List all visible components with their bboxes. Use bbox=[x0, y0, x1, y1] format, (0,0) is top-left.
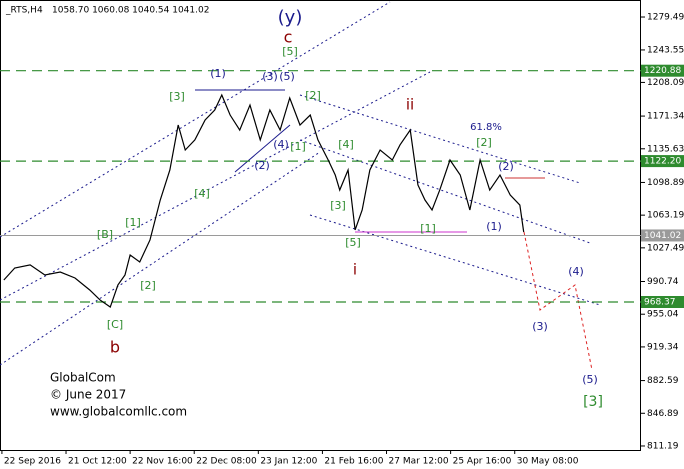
channel-lines bbox=[0, 1, 601, 366]
x-tick-label: 21 Oct 12:00 bbox=[68, 457, 127, 467]
y-tick-label: 1279.49 bbox=[647, 13, 684, 23]
credit: GlobalCom bbox=[50, 371, 116, 385]
y-tick-label: 882.59 bbox=[647, 376, 679, 386]
wave-label: [1] bbox=[290, 140, 306, 153]
level-tag bbox=[641, 64, 684, 77]
x-tick-label: 25 Apr 16:00 bbox=[453, 457, 512, 467]
y-tick-label: 955.04 bbox=[647, 310, 679, 320]
wave-label: (4) bbox=[273, 138, 289, 151]
credit: www.globalcomllc.com bbox=[50, 405, 187, 419]
wave-label: (3) bbox=[532, 320, 548, 333]
x-tick-label: 22 Dec 08:00 bbox=[196, 457, 257, 467]
wave-label: [1] bbox=[420, 222, 436, 235]
y-tick-label: 1063.19 bbox=[647, 211, 684, 221]
wave-label: ii bbox=[406, 96, 414, 114]
x-tick-label: 27 Mar 12:00 bbox=[389, 457, 449, 467]
level-tag bbox=[641, 296, 684, 309]
y-tick-label: 846.89 bbox=[647, 409, 679, 419]
wave-label: (2) bbox=[254, 159, 270, 172]
x-tick-label: 30 May 08:00 bbox=[517, 457, 579, 467]
wave-label: i bbox=[353, 261, 357, 279]
wave-label: [C] bbox=[107, 318, 123, 331]
y-tick-label: 1098.89 bbox=[647, 178, 684, 188]
x-tick-label: 21 Feb 16:00 bbox=[324, 457, 383, 467]
wave-label: c bbox=[284, 28, 293, 47]
y-tick-label: 1208.09 bbox=[647, 78, 684, 88]
wave-label: [2] bbox=[476, 136, 492, 149]
wave-label: (3) bbox=[262, 70, 278, 83]
y-tick-label: 1027.49 bbox=[647, 243, 684, 253]
price-line bbox=[3, 93, 525, 308]
plot-frame bbox=[0, 0, 641, 451]
wave-label: [5] bbox=[345, 236, 361, 249]
wave-label: (4) bbox=[568, 265, 584, 278]
wave-label: [B] bbox=[97, 228, 113, 241]
wave-label: [2] bbox=[305, 89, 321, 102]
wave-label: (5) bbox=[582, 373, 598, 386]
y-tick-label: 919.34 bbox=[647, 342, 679, 352]
wave-label: [4] bbox=[194, 187, 210, 200]
y-tick-label: 990.74 bbox=[647, 277, 679, 287]
wave-label: [3] bbox=[583, 394, 603, 410]
wave-label: (y) bbox=[278, 7, 303, 28]
wave-label: [2] bbox=[140, 279, 156, 292]
wave-label: 61.8% bbox=[470, 122, 502, 133]
wave-label: (1) bbox=[486, 220, 502, 233]
x-tick-label: 22 Sep 2016 bbox=[4, 457, 61, 467]
level-tag bbox=[641, 229, 684, 242]
credit: © June 2017 bbox=[50, 388, 126, 402]
level-label: 1220.88 bbox=[644, 66, 681, 76]
x-tick-label: 22 Nov 16:00 bbox=[132, 457, 193, 467]
wave-label: (2) bbox=[498, 160, 514, 173]
y-tick-label: 1243.55 bbox=[647, 45, 684, 55]
level-tag bbox=[641, 155, 684, 168]
symbol: _RTS,H4 bbox=[5, 6, 43, 16]
ohlc: 1058.70 1060.08 1040.54 1041.02 bbox=[52, 6, 209, 16]
wave-label: (5) bbox=[279, 70, 295, 83]
wave-label: (1) bbox=[210, 67, 226, 80]
wave-label: [4] bbox=[338, 138, 354, 151]
wave-line bbox=[234, 124, 291, 173]
wave-label: [1] bbox=[125, 216, 141, 229]
level-label: 1041.02 bbox=[644, 231, 681, 241]
level-label: 1122.20 bbox=[644, 157, 681, 167]
y-tick-label: 1171.34 bbox=[647, 112, 684, 122]
wave-label: [3] bbox=[169, 90, 185, 103]
wave-label: [3] bbox=[330, 199, 346, 212]
y-tick-label: 811.19 bbox=[647, 441, 679, 451]
level-label: 968.37 bbox=[644, 298, 676, 308]
x-tick-label: 23 Jan 12:00 bbox=[260, 457, 317, 467]
wave-label: b bbox=[110, 338, 120, 357]
wave-label: [5] bbox=[282, 45, 298, 58]
y-tick-label: 1135.63 bbox=[647, 144, 684, 154]
